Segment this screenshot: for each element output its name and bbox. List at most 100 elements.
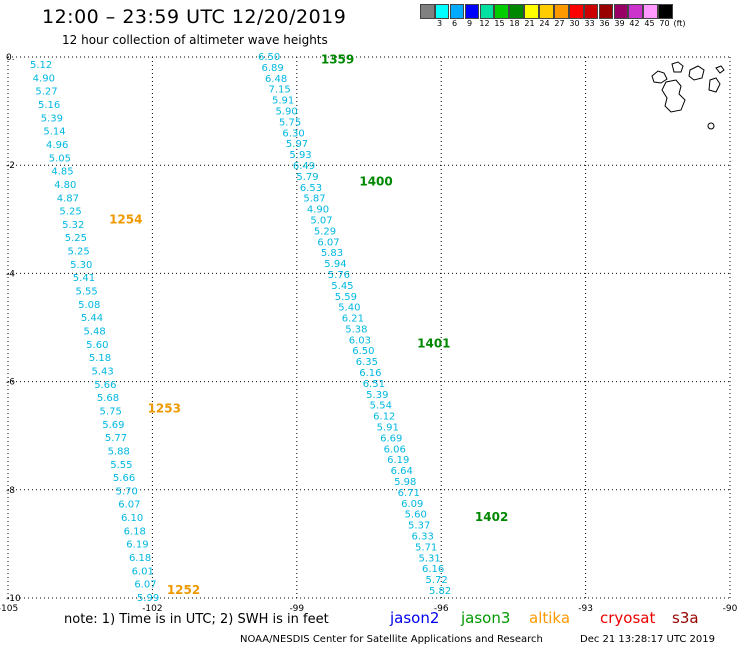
coast-santiago (671, 61, 684, 73)
swh-value: 5.99 (137, 593, 159, 604)
swh-value: 5.91 (377, 423, 399, 434)
swh-value: 5.32 (62, 220, 84, 231)
legend-tick-label: 39 (614, 19, 625, 28)
legend-tick-label: 15 (494, 19, 505, 28)
pass-time-labels: 1254 1253 1252 1359 1400 1401 1402 (109, 53, 508, 597)
footer-note: note: 1) Time is in UTC; 2) SWH is in fe… (64, 612, 329, 627)
legend-swatch (554, 4, 569, 19)
swh-value: 5.41 (73, 273, 95, 284)
legend-tick-label: 6 (451, 19, 458, 28)
galapagos-coastline (651, 61, 725, 130)
swh-value: 5.12 (30, 60, 52, 71)
coast-san-cristobal (708, 77, 721, 93)
satellite-legend-altika: altika (529, 609, 571, 627)
swh-value: 4.87 (57, 193, 79, 204)
coast-fernandina (651, 70, 668, 84)
legend-tick-label: 24 (539, 19, 550, 28)
swh-value: 6.09 (401, 499, 423, 510)
coast-floreana (707, 122, 715, 130)
legend-tick-label: 36 (599, 19, 610, 28)
pass-time-label: 1252 (167, 583, 200, 597)
swh-value: 6.71 (398, 488, 420, 499)
legend-ticks: 3 6 9 12 15 18 21 24 27 30 33 36 39 42 45 70 (ft) (432, 19, 687, 28)
swh-value: 6.16 (422, 564, 444, 575)
legend-tick-label: 12 (479, 19, 490, 28)
swh-value: 5.08 (78, 300, 100, 311)
swh-value: 5.60 (405, 510, 427, 521)
swh-value: 5.55 (110, 460, 132, 471)
satellite-legend-cryosat: cryosat (600, 609, 656, 627)
swh-value: 5.60 (86, 340, 108, 351)
swh-value: 5.14 (43, 127, 65, 138)
legend-swatch (658, 4, 673, 19)
swh-value: 5.75 (279, 117, 301, 128)
x-tick-label: -105 (0, 604, 18, 614)
legend-swatch (509, 4, 524, 19)
swh-value: 6.48 (265, 74, 287, 85)
swh-value: 6.07 (118, 500, 140, 511)
legend-swatch (598, 4, 614, 19)
swh-value: 5.82 (429, 586, 451, 597)
swh-value: 5.88 (108, 446, 130, 457)
swh-value: 5.55 (75, 287, 97, 298)
satellite-legend-s3a: s3a (672, 609, 699, 627)
legend-swatch (494, 4, 510, 19)
swh-value: 6.12 (373, 412, 395, 423)
legend-swatch (568, 4, 584, 19)
y-tick-label: -8 (6, 486, 15, 496)
swh-value: 6.69 (380, 433, 402, 444)
x-tick-label: -93 (578, 604, 593, 614)
pass-time-label: 1400 (359, 174, 392, 188)
swh-value: 6.64 (391, 466, 413, 477)
legend-swatch (539, 4, 554, 19)
legend-swatch (479, 4, 495, 19)
swh-value: 5.66 (94, 380, 116, 391)
legend-tick-label: 9 (466, 19, 473, 28)
swh-value: 6.16 (359, 368, 381, 379)
pass-time-label: 1401 (417, 337, 450, 351)
swh-value: 4.85 (51, 167, 73, 178)
swh-value: 6.51 (363, 379, 385, 390)
swh-value: 5.07 (310, 215, 332, 226)
swh-value: 5.25 (67, 247, 89, 258)
y-tick-label: -10 (6, 594, 21, 604)
swh-value: 6.01 (132, 566, 154, 577)
swh-value: 6.06 (384, 444, 406, 455)
swh-value: 6.19 (387, 455, 409, 466)
pass-time-label: 1253 (148, 402, 181, 416)
swh-value: 6.10 (121, 513, 143, 524)
swh-value: 6.07 (317, 237, 339, 248)
legend-tick-label: 70 (659, 19, 670, 28)
swh-value: 5.72 (426, 575, 448, 586)
legend-tick-label: 30 (569, 19, 580, 28)
pass-time-label: 1254 (109, 212, 142, 226)
swh-value: 5.79 (296, 172, 318, 183)
swh-value: 5.45 (331, 281, 353, 292)
swh-value: 6.50 (352, 346, 374, 357)
swh-value: 4.80 (54, 180, 76, 191)
x-tick-label: -102 (142, 604, 162, 614)
swh-value: 5.43 (92, 366, 114, 377)
timestamp: Dec 21 13:28:17 UTC 2019 (580, 634, 715, 645)
legend-tick-label: 33 (584, 19, 595, 28)
swh-value: 5.59 (335, 292, 357, 303)
legend-tick-label: 3 (436, 19, 443, 28)
swh-value: 6.35 (356, 357, 378, 368)
swh-value: 5.25 (65, 233, 87, 244)
swh-value: 5.75 (100, 406, 122, 417)
legend-swatch (524, 4, 539, 19)
swh-value: 5.27 (35, 87, 57, 98)
swh-value: 6.33 (412, 532, 434, 543)
color-legend: 3 6 9 12 15 18 21 24 27 30 33 36 39 42 45 70 (ft) (420, 4, 687, 28)
swh-value: 5.54 (370, 401, 392, 412)
legend-swatch (643, 4, 658, 19)
swh-value: 5.37 (408, 521, 430, 532)
swh-value: 5.93 (289, 150, 311, 161)
swh-value: 6.18 (124, 526, 146, 537)
swh-value: 5.39 (41, 113, 63, 124)
swh-value: 5.76 (328, 270, 350, 281)
y-tick-label: -2 (6, 161, 15, 171)
x-tick-label: -99 (289, 604, 304, 614)
coast-santa-cruz (688, 65, 705, 81)
